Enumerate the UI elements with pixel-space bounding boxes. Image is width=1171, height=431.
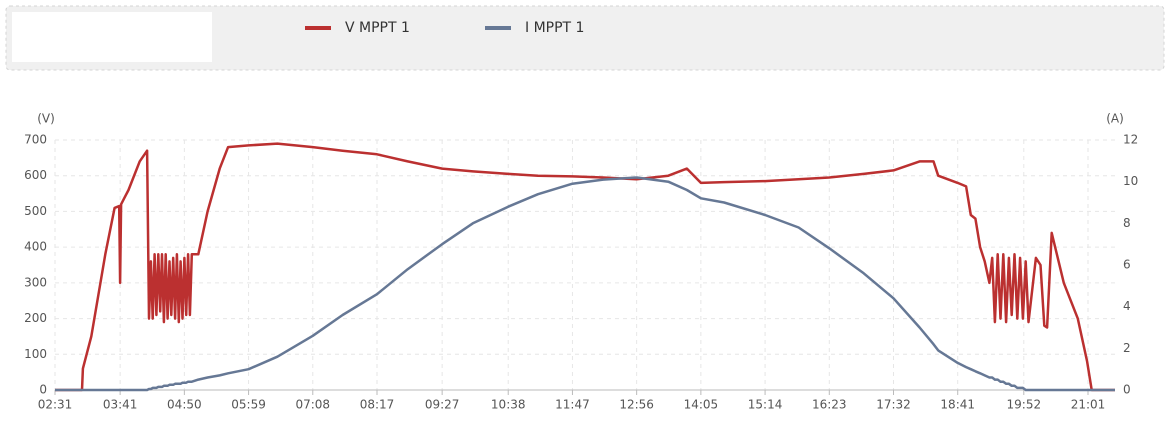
x-tick-label: 09:27 [425,398,460,412]
y2-tick-label: 10 [1123,174,1138,188]
x-tick-label: 15:14 [748,398,783,412]
legend-panel [5,5,1165,71]
series-line [55,176,1115,392]
y2-tick-label: 4 [1123,299,1131,313]
y-tick-label: 400 [24,240,47,254]
x-tick-label: 08:17 [360,398,395,412]
x-tick-label: 02:31 [38,398,73,412]
y2-tick-label: 12 [1123,133,1138,147]
x-tick-label: 10:38 [491,398,526,412]
x-tick-label: 14:05 [684,398,719,412]
y2-axis-title: (A) [1106,112,1124,126]
x-tick-label: 11:47 [555,398,590,412]
y-tick-label: 700 [24,133,47,147]
x-tick-label: 19:52 [1007,398,1042,412]
x-tick-label: 12:56 [619,398,654,412]
y-axis-title: (V) [37,112,55,126]
blank-box [12,12,212,62]
y-tick-label: 600 [24,168,47,182]
x-tick-label: 04:50 [167,398,202,412]
y-tick-label: 300 [24,275,47,289]
y-tick-label: 100 [24,347,47,361]
x-tick-label: 21:01 [1071,398,1106,412]
x-tick-label: 03:41 [103,398,138,412]
x-tick-label: 16:23 [812,398,847,412]
y2-tick-label: 2 [1123,341,1131,355]
y2-tick-label: 6 [1123,258,1131,272]
x-tick-label: 07:08 [295,398,330,412]
series-line [55,142,1115,392]
x-tick-label: 05:59 [231,398,266,412]
x-tick-label: 17:32 [876,398,911,412]
y-tick-label: 500 [24,204,47,218]
y-tick-label: 200 [24,311,47,325]
legend-label: I MPPT 1 [525,20,584,36]
legend-label: V MPPT 1 [345,20,410,36]
y-tick-label: 0 [39,383,47,397]
y2-tick-label: 8 [1123,216,1131,230]
y2-tick-label: 0 [1123,383,1131,397]
x-tick-label: 18:41 [940,398,975,412]
